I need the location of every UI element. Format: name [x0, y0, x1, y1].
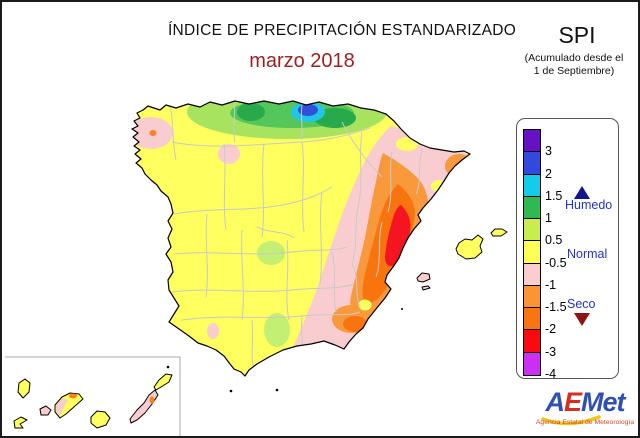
asturias-dark-green-spot: [237, 103, 265, 121]
small-territory-dots: [229, 308, 403, 393]
palencia-pink-spot: [218, 144, 240, 164]
canary-inset-border: [5, 356, 181, 436]
fuerteventura-orange-dot: [149, 396, 155, 404]
period-label: marzo 2018: [249, 50, 355, 72]
tenerife-orange-dot: [69, 393, 77, 399]
spi-anomaly-regions: [132, 101, 470, 350]
accumulation-note: (Acumulado desde el 1 de Septiembre): [510, 52, 638, 77]
page-title: ÍNDICE DE PRECIPITACIÓN ESTANDARIZADO: [167, 22, 517, 39]
murcia-deep-orange-core: [343, 316, 367, 332]
la-palma-island: [17, 378, 31, 399]
logo-letter-a: A: [545, 387, 564, 417]
legend-tick--3: -3: [545, 344, 557, 359]
legend-color-segment-2: [524, 152, 540, 175]
logo-yellow-swoosh-icon: [541, 415, 601, 426]
seville-pink-dot: [207, 323, 219, 339]
legend-tick-1.5: 1.5: [545, 188, 563, 203]
lanzarote-island: [153, 373, 173, 391]
seco-down-triangle-icon: [574, 313, 590, 326]
legend-color-segment--1: [524, 263, 540, 286]
menorca-island: [490, 228, 508, 237]
legend-color-segment-1: [524, 196, 540, 220]
logo-letter-e: E: [563, 387, 582, 417]
valencia-red-core: [385, 205, 411, 267]
index-abbreviation: SPI: [558, 22, 596, 48]
north-catalonia-yellow-patch: [396, 137, 418, 151]
legend-tick--0.5: -0.5: [545, 255, 567, 270]
legend-color-segment--1.5: [524, 285, 540, 309]
accumulation-note-line2: 1 de Septiembre): [533, 64, 615, 77]
legend-tick-2: 2: [545, 166, 552, 181]
logo-letters-met: Met: [581, 387, 625, 417]
legend-tick--1.5: -1.5: [545, 300, 567, 315]
legend-tick--1: -1: [545, 277, 557, 292]
legend-color-segment--3: [524, 330, 540, 353]
legend-tick-0.5: 0.5: [545, 233, 563, 248]
galicia-orange-dot: [149, 130, 157, 136]
legend-color-segment-0.5: [524, 219, 540, 242]
barcelona-coast-yellow-patch: [431, 180, 447, 192]
legend-color-segment--4: [524, 352, 540, 375]
tenerife-pink-area: [56, 398, 68, 416]
legend-tick-1: 1: [545, 211, 552, 226]
la-gomera-island: [39, 405, 52, 416]
formentera-island: [421, 285, 431, 291]
legend-color-segment-3: [524, 130, 540, 153]
alicante-yellow-dot: [358, 299, 372, 311]
peninsula-coastline: [131, 100, 471, 377]
legend-panel: 3 2 1.5 1 0.5 -0.5 -1 -1.5 -2 -3 -4 Humedo Normal …: [516, 118, 619, 381]
cantabria-blue-core: [298, 104, 318, 116]
humedo-up-triangle-icon: [574, 186, 590, 199]
ibiza-island: [416, 272, 431, 283]
seco-label: Seco: [567, 297, 596, 311]
legend-tick--2: -2: [545, 322, 557, 337]
girona-orange-blob: [445, 154, 470, 178]
legend-color-segment--2: [524, 308, 540, 331]
accumulation-note-line1: (Acumulado desde el: [524, 52, 624, 64]
logo-caption: Agencia Estatal de Meteorología: [535, 419, 635, 426]
legend-color-segment-1.5: [524, 174, 540, 197]
legend-tick--4: -4: [545, 367, 557, 381]
legend-tick-3: 3: [545, 144, 552, 159]
canary-islands: [13, 365, 173, 429]
fuerteventura-island: [129, 389, 159, 424]
gran-canaria-island: [90, 410, 111, 429]
normal-label: Normal: [567, 247, 608, 261]
legend-colorbar: [523, 129, 541, 376]
lanzarote-islet-dot: [166, 365, 170, 369]
balearic-islands: [416, 228, 508, 291]
mallorca-island: [455, 234, 484, 260]
province-borders: [169, 102, 423, 369]
jaen-light-green-blob: [264, 313, 290, 347]
humedo-label: Humedo: [565, 198, 613, 212]
el-hierro-island: [13, 416, 28, 429]
logo-brand-text: AEMet: [533, 387, 637, 417]
legend-color-segment--0.5: [524, 241, 540, 264]
aemet-logo: AEMet Agencia Estatal de Meteorología: [533, 387, 637, 436]
